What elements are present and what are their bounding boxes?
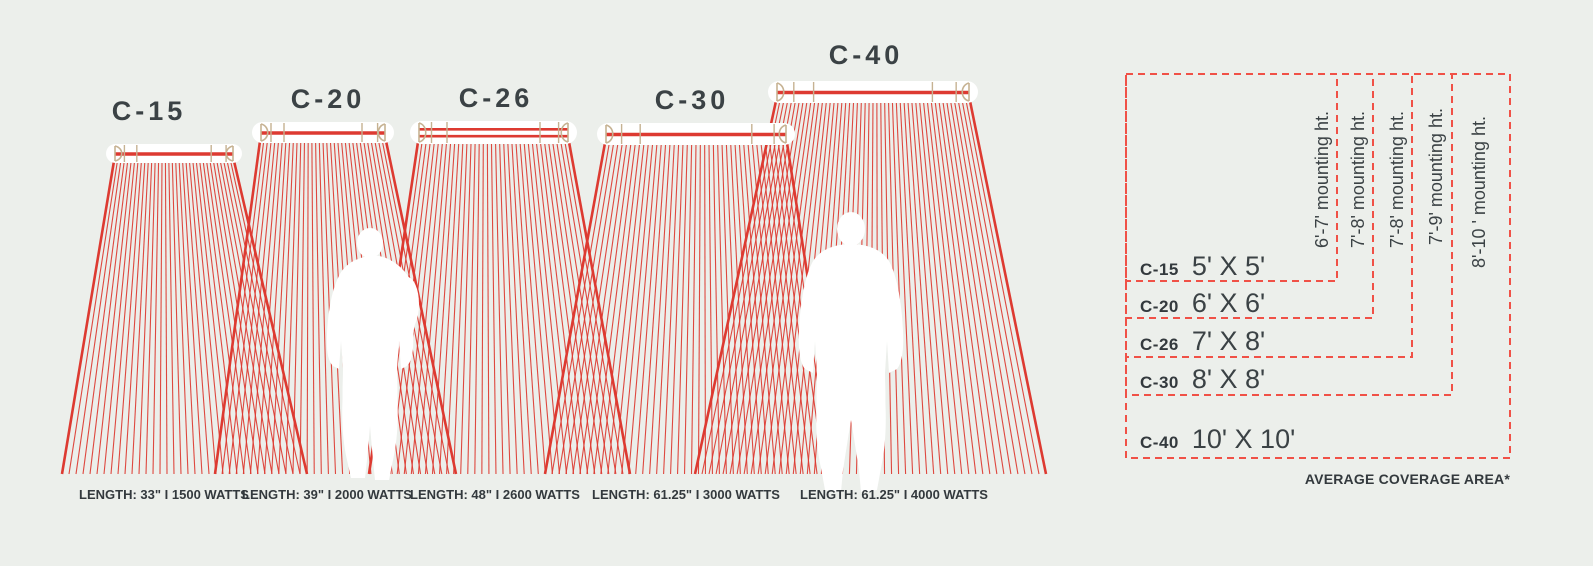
coverage-box-c15 — [1125, 73, 1338, 282]
heater-label-c26: C-26 — [458, 83, 534, 113]
mounting-label-c20: 7'-8' mounting ht. — [1348, 111, 1368, 248]
coverage-row-c30: C-30 8' X 8' — [1140, 364, 1265, 395]
heater-bar-c30 — [597, 123, 795, 145]
person-silhouette-1 — [326, 228, 419, 480]
heater-bar-c15 — [106, 144, 242, 163]
coverage-row-c20: C-20 6' X 6' — [1140, 288, 1265, 319]
heater-label-c30: C-30 — [654, 85, 730, 115]
heater-label-c15: C-15 — [111, 96, 187, 126]
coverage-footnote: AVERAGE COVERAGE AREA* — [1304, 471, 1510, 487]
heater-label-c20: C-20 — [290, 84, 366, 114]
coverage-box-c40 — [1125, 73, 1511, 459]
coverage-row-model: C-15 — [1140, 260, 1179, 279]
heater-bar-c20 — [252, 122, 394, 143]
coverage-row-model: C-30 — [1140, 373, 1179, 392]
person-silhouette-2 — [798, 212, 904, 492]
mounting-label-c15: 6'-7' mounting ht. — [1312, 111, 1332, 248]
heat-fan-c15 — [60, 160, 309, 475]
coverage-row-model: C-40 — [1140, 433, 1179, 452]
coverage-row-model: C-20 — [1140, 297, 1179, 316]
coverage-row-c40: C-40 10' X 10' — [1140, 424, 1295, 455]
coverage-row-c26: C-26 7' X 8' — [1140, 326, 1265, 357]
coverage-row-model: C-26 — [1140, 335, 1179, 354]
mounting-label-c30: 7'-9' mounting ht. — [1426, 108, 1446, 245]
coverage-row-area: 6' X 6' — [1191, 288, 1266, 318]
coverage-row-area: 8' X 8' — [1191, 364, 1266, 394]
spec-caption-c26: LENGTH: 48" I 2600 WATTS — [410, 487, 580, 502]
mounting-label-c40: 8'-10 ' mounting ht. — [1469, 116, 1489, 268]
spec-caption-c15: LENGTH: 33" I 1500 WATTS — [79, 487, 249, 502]
coverage-row-area: 7' X 8' — [1191, 326, 1266, 356]
coverage-row-area: 5' X 5' — [1191, 251, 1266, 281]
coverage-row-c15: C-15 5' X 5' — [1140, 251, 1265, 282]
heater-bar-c26 — [410, 121, 577, 144]
spec-caption-c20: LENGTH: 39" I 2000 WATTS — [242, 487, 412, 502]
spec-caption-c30: LENGTH: 61.25" I 3000 WATTS — [592, 487, 780, 502]
heater-bar-c40 — [768, 81, 978, 103]
mounting-label-c26: 7'-8' mounting ht. — [1387, 111, 1407, 248]
spec-caption-c40: LENGTH: 61.25" I 4000 WATTS — [800, 487, 988, 502]
heater-label-c40: C-40 — [828, 40, 904, 70]
heat-fan-c30 — [543, 142, 840, 475]
heat-fan-c20 — [213, 140, 458, 475]
coverage-row-area: 10' X 10' — [1191, 424, 1296, 454]
